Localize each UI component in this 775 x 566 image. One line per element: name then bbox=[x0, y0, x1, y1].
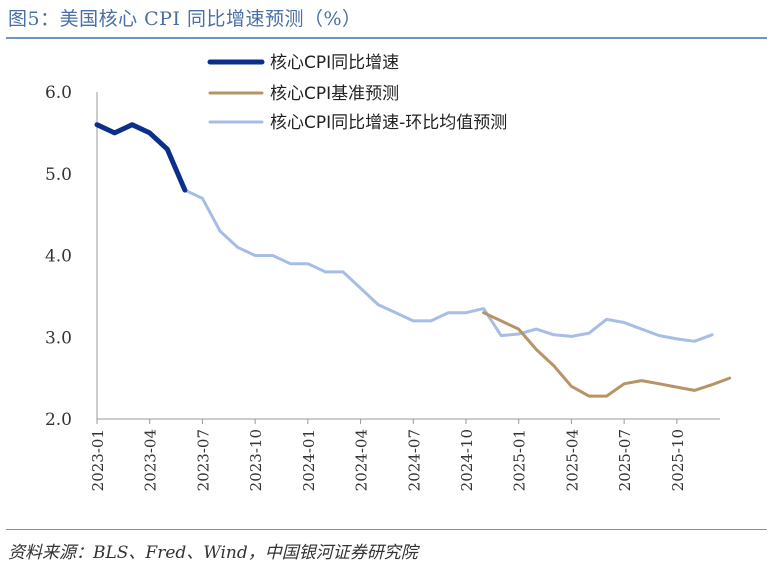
x-tick-label: 2025-04 bbox=[563, 429, 581, 491]
title-divider bbox=[6, 37, 767, 39]
legend-item-core-cpi-actual-label: 核心CPI同比增速 bbox=[270, 53, 399, 73]
x-tick-label: 2025-01 bbox=[511, 429, 529, 491]
x-tick-label: 2024-10 bbox=[458, 429, 476, 491]
y-tick-label: 2.0 bbox=[45, 410, 72, 430]
x-tick-label: 2023-04 bbox=[142, 429, 160, 491]
legend-item-core-cpi-baseline-forecast-label: 核心CPI基准预测 bbox=[270, 84, 399, 104]
legend-item-core-cpi-mom-avg-forecast-label: 核心CPI同比增速-环比均值预测 bbox=[270, 113, 507, 133]
axes: 6.0 5.0 4.0 3.0 2.0 2023-01 2023-04 2023-07 2023… bbox=[45, 83, 720, 491]
x-tick-label: 2025-10 bbox=[669, 429, 687, 491]
x-tick-label: 2024-04 bbox=[353, 429, 371, 491]
chart-title: 图5：美国核心 CPI 同比增速预测（%） bbox=[8, 8, 362, 30]
series-line-core-cpi-baseline-forecast bbox=[482, 311, 732, 398]
y-tick-label: 4.0 bbox=[45, 247, 72, 267]
x-tick-label: 2024-01 bbox=[300, 429, 318, 491]
source-note: 资料来源：BLS、Fred、Wind，中国银河证券研究院 bbox=[8, 543, 418, 563]
series-line-core-cpi-mom-avg-forecast bbox=[183, 188, 714, 343]
y-tick-label: 3.0 bbox=[45, 328, 72, 348]
x-tick-label: 2024-07 bbox=[405, 429, 423, 491]
y-tick-label: 5.0 bbox=[45, 165, 72, 185]
x-tick-label: 2023-10 bbox=[247, 429, 265, 491]
x-tick-label: 2023-07 bbox=[194, 429, 212, 491]
x-tick-label: 2023-01 bbox=[89, 429, 107, 491]
series-line-core-cpi-actual bbox=[94, 122, 188, 193]
series-lines bbox=[94, 122, 732, 398]
footer-divider bbox=[6, 529, 767, 530]
x-tick-label: 2025-07 bbox=[616, 429, 634, 491]
y-tick-label: 6.0 bbox=[45, 83, 72, 103]
